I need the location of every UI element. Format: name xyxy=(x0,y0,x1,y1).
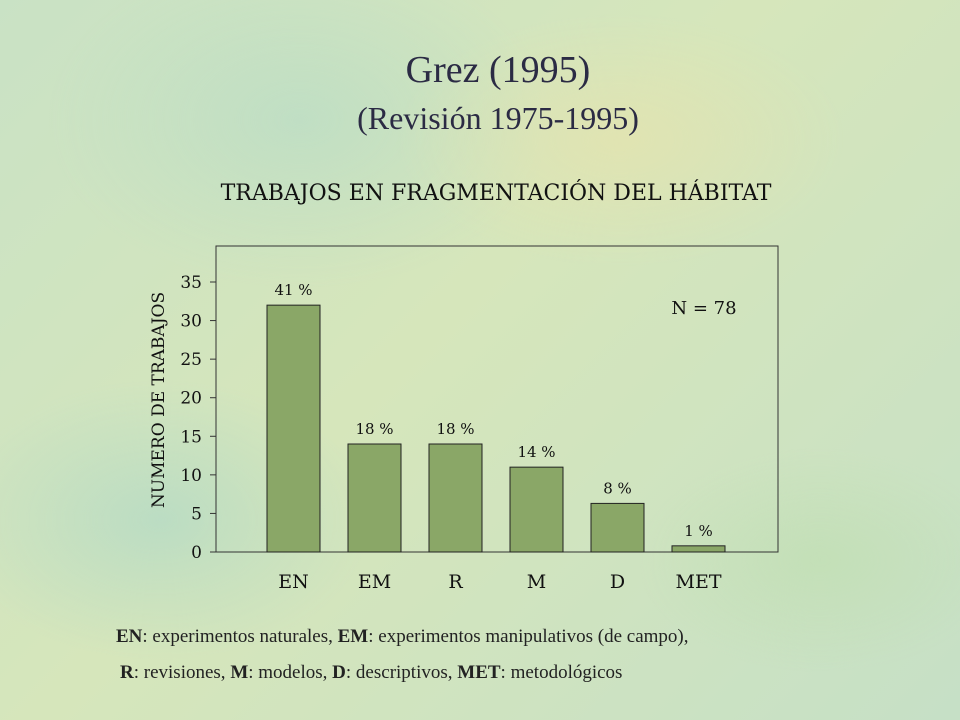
data-label-em: 18 % xyxy=(355,420,393,438)
legend-abbr-r: R xyxy=(120,662,134,683)
x-axis-labels: EN EM R M D MET xyxy=(278,571,722,593)
bar-m xyxy=(509,466,564,553)
legend-abbr-d: D xyxy=(332,662,346,683)
legend-desc-d: : descriptivos, xyxy=(345,662,458,683)
legend-abbr-met: MET xyxy=(457,662,501,683)
x-tick-label-en: EN xyxy=(278,571,309,593)
bar-d xyxy=(590,502,645,553)
y-tick-label: 20 xyxy=(180,389,202,409)
bar-met xyxy=(671,545,726,553)
data-label-met: 1 % xyxy=(684,522,713,540)
y-tick-label: 5 xyxy=(191,504,202,524)
y-tick-label: 10 xyxy=(180,466,202,486)
slide-subtitle: (Revisión 1975-1995) xyxy=(357,100,639,136)
bars-group: 41 % 18 % 18 % 14 % 8 % 1 % xyxy=(266,281,726,553)
bar-em xyxy=(347,443,402,553)
legend-abbr-em: EM xyxy=(337,626,369,647)
bar-r xyxy=(428,443,483,553)
y-tick-label: 35 xyxy=(180,273,202,293)
y-tick-label: 15 xyxy=(180,427,202,447)
bar-en xyxy=(266,304,321,553)
y-tick-label: 30 xyxy=(180,312,202,332)
data-label-d: 8 % xyxy=(603,479,632,497)
x-tick-label-d: D xyxy=(610,571,625,593)
y-axis-ticks: 0 5 10 15 20 25 30 35 xyxy=(180,273,216,563)
slide-title: Grez (1995) xyxy=(405,49,591,91)
data-label-m: 14 % xyxy=(517,443,555,461)
chart-title: TRABAJOS EN FRAGMENTACIÓN DEL HÁBITAT xyxy=(221,179,772,206)
legend-desc-m: : modelos, xyxy=(248,662,333,683)
legend-line-2: R: revisiones, M: modelos, D: descriptiv… xyxy=(120,662,622,684)
data-label-en: 41 % xyxy=(274,281,312,299)
x-tick-label-em: EM xyxy=(358,571,391,593)
legend-desc-met: : metodológicos xyxy=(500,662,623,683)
y-tick-label: 25 xyxy=(180,350,202,370)
y-axis-label: NUMERO DE TRABAJOS xyxy=(149,292,169,508)
sample-size-annotation: N = 78 xyxy=(671,298,736,319)
x-tick-label-r: R xyxy=(448,571,463,593)
legend-desc-r: : revisiones, xyxy=(133,662,231,683)
data-label-r: 18 % xyxy=(436,420,474,438)
legend-abbr-m: M xyxy=(230,662,249,683)
x-tick-label-m: M xyxy=(527,571,546,593)
y-tick-label: 0 xyxy=(191,543,202,563)
legend-desc-en: : experimentos naturales, xyxy=(142,626,338,647)
x-tick-label-met: MET xyxy=(676,571,722,593)
legend-line-1: EN: experimentos naturales, EM: experime… xyxy=(116,626,689,648)
legend-abbr-en: EN xyxy=(116,626,143,647)
legend-desc-em: : experimentos manipulativos (de campo), xyxy=(368,626,689,647)
